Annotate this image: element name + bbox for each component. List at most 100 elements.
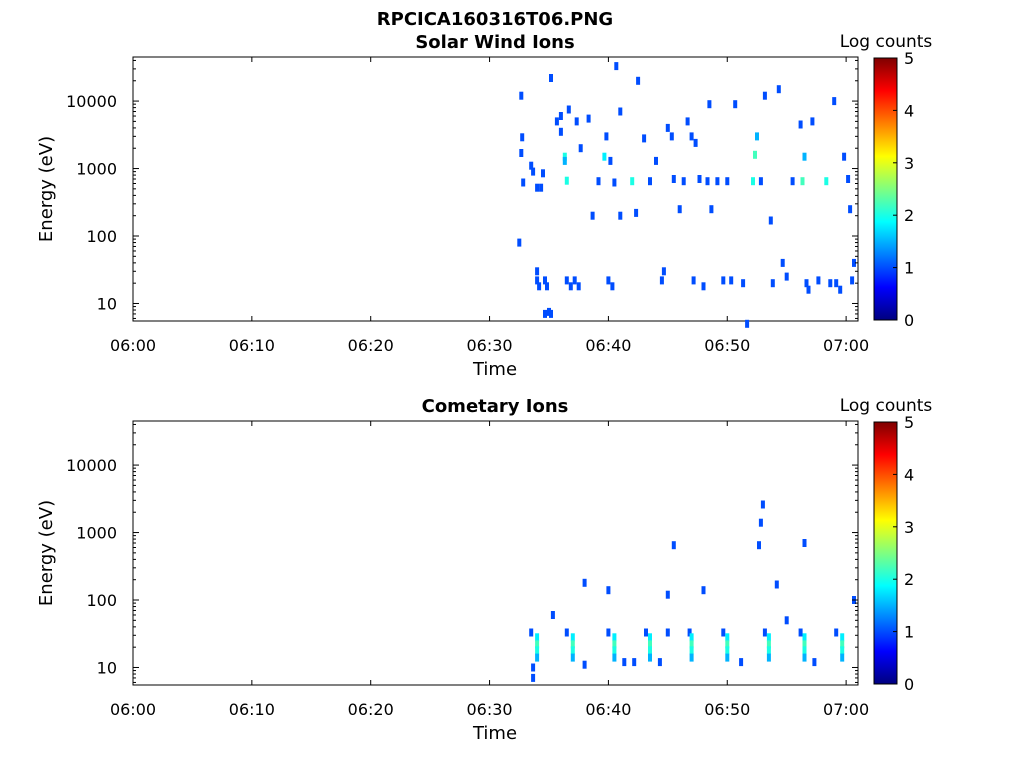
- data-cell: [572, 276, 577, 285]
- data-cell: [554, 117, 559, 126]
- colorbar-tick-label: 5: [904, 49, 914, 68]
- data-cell: [612, 178, 617, 187]
- data-cell: [812, 658, 817, 667]
- data-cell: [665, 123, 670, 132]
- y-tick-label: 10: [97, 658, 117, 677]
- data-cell: [568, 282, 573, 291]
- data-cell: [606, 586, 611, 595]
- cometary-plot-area: [132, 420, 859, 686]
- data-cell: [604, 132, 609, 141]
- data-cell: [648, 640, 652, 649]
- data-cell: [806, 285, 811, 294]
- data-cell: [802, 633, 807, 642]
- cometary-cells: [529, 500, 856, 682]
- data-cell: [642, 134, 647, 143]
- data-cell: [564, 176, 569, 185]
- x-tick-label: 06:20: [348, 700, 394, 719]
- cometary-x-label: Time: [472, 723, 517, 744]
- data-cell: [834, 628, 839, 637]
- data-cell: [582, 660, 587, 669]
- data-cell: [562, 156, 567, 165]
- x-tick-label: 06:10: [229, 700, 275, 719]
- data-cell: [618, 211, 623, 220]
- data-cell: [566, 105, 571, 114]
- data-cell: [758, 518, 763, 527]
- data-cell: [762, 91, 767, 100]
- data-cell: [541, 169, 545, 178]
- data-cell: [804, 279, 809, 288]
- data-cell: [537, 282, 542, 291]
- data-cell: [517, 238, 522, 247]
- data-cell: [586, 114, 591, 123]
- solar-wind-y-label: Energy (eV): [36, 136, 57, 242]
- data-cell: [570, 653, 575, 662]
- data-cell: [535, 646, 540, 655]
- data-cell: [549, 74, 553, 82]
- figure-title: RPCICA160316T06.PNG: [377, 9, 613, 30]
- data-cell: [671, 541, 676, 550]
- colorbar-tick-label: 3: [904, 518, 914, 537]
- data-cell: [531, 673, 536, 682]
- data-cell: [840, 633, 845, 642]
- colorbar-tick-label: 2: [904, 570, 914, 589]
- data-cell: [610, 282, 615, 291]
- data-cell: [741, 279, 746, 288]
- data-cell: [733, 100, 738, 109]
- cometary-colorbar-ticks: 0 1 2 3 4 5: [893, 413, 914, 694]
- data-cell: [535, 640, 540, 649]
- data-cell: [840, 640, 845, 649]
- data-cell: [648, 177, 652, 186]
- data-cell: [608, 156, 613, 165]
- data-cell: [606, 628, 611, 637]
- data-cell: [776, 85, 781, 94]
- cometary-y-axis: 10 100 1000 10000: [66, 423, 858, 683]
- data-cell: [705, 177, 710, 186]
- data-cell: [570, 633, 575, 642]
- data-cell: [529, 161, 534, 170]
- data-cell: [519, 91, 524, 100]
- data-cell: [798, 628, 803, 637]
- data-cell: [721, 628, 726, 637]
- data-cell: [535, 183, 540, 192]
- y-tick-label: 100: [86, 227, 117, 246]
- x-tick-label: 06:00: [110, 336, 156, 355]
- data-cell: [657, 658, 662, 667]
- data-cell: [612, 640, 617, 649]
- data-cell: [784, 272, 789, 281]
- data-cell: [709, 205, 714, 214]
- data-cell: [590, 211, 595, 220]
- data-cell: [519, 149, 524, 157]
- data-cell: [725, 640, 730, 649]
- data-cell: [758, 177, 763, 186]
- data-cell: [725, 177, 730, 186]
- data-cell: [766, 653, 771, 662]
- data-cell: [596, 177, 601, 186]
- data-cell: [824, 177, 829, 186]
- data-cell: [689, 633, 694, 642]
- data-cell: [852, 258, 856, 267]
- data-cell: [707, 100, 712, 109]
- data-cell: [816, 276, 821, 285]
- data-cell: [802, 653, 807, 662]
- data-cell: [578, 144, 583, 153]
- data-cell: [828, 279, 833, 288]
- data-cell: [612, 646, 617, 655]
- solar-wind-cells: [517, 62, 856, 328]
- data-cell: [697, 175, 702, 183]
- data-cell: [547, 307, 551, 316]
- data-cell: [562, 152, 567, 161]
- x-tick-label: 07:00: [823, 336, 869, 355]
- data-cell: [768, 216, 773, 225]
- x-tick-label: 06:40: [585, 336, 631, 355]
- data-cell: [790, 177, 795, 186]
- colorbar-tick-label: 0: [904, 675, 914, 694]
- data-cell: [753, 150, 757, 159]
- y-tick-label: 10: [97, 294, 117, 313]
- data-cell: [784, 616, 789, 625]
- solar-wind-x-axis: 06:00 06:10 06:20 06:30 06:40 06:50 07:00: [110, 57, 869, 355]
- data-cell: [725, 633, 730, 642]
- colorbar-tick-label: 4: [904, 101, 914, 120]
- data-cell: [802, 152, 807, 161]
- data-cell: [535, 653, 540, 662]
